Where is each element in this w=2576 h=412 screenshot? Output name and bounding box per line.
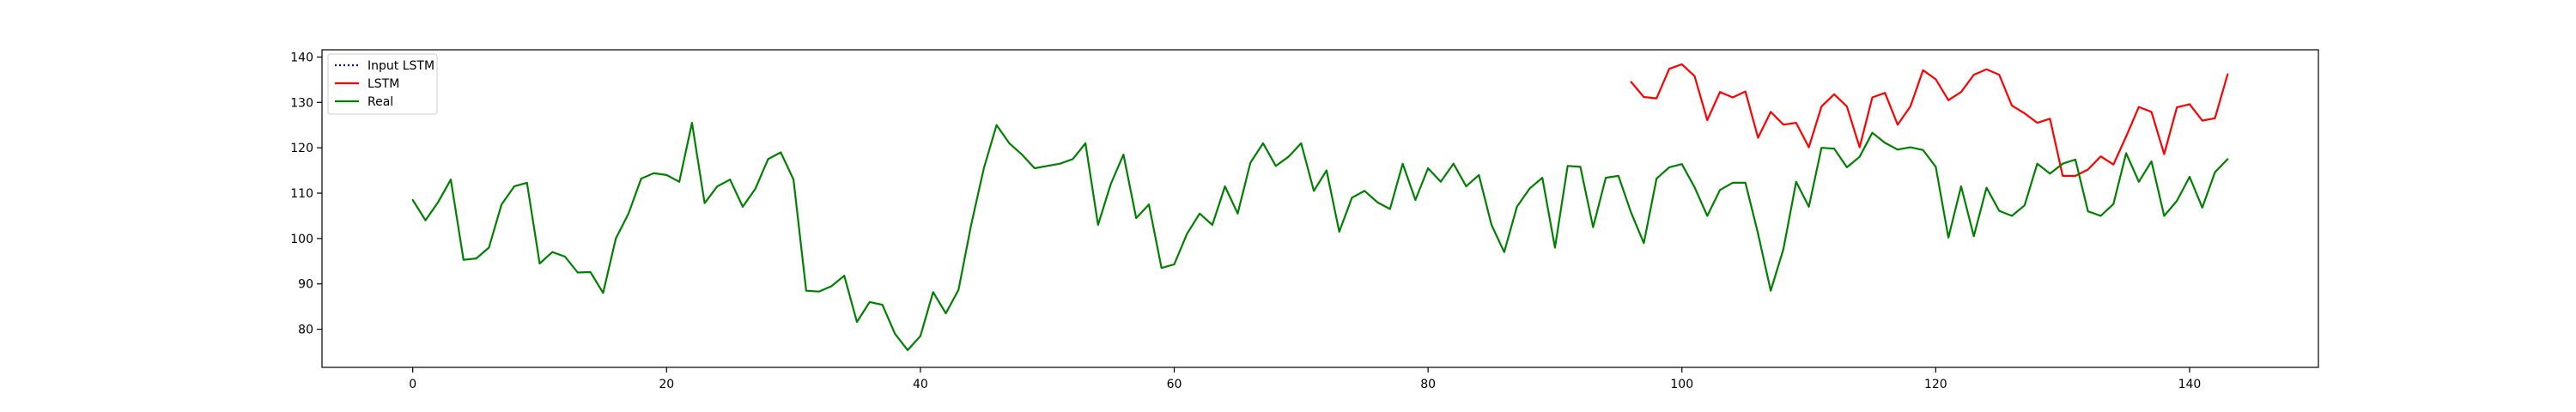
x-tick-label: 40: [913, 378, 928, 391]
x-tick-label: 60: [1167, 378, 1182, 391]
y-tick-label: 140: [290, 51, 313, 64]
y-tick-label: 80: [298, 324, 313, 337]
y-tick-label: 110: [290, 187, 313, 201]
series-line-2: [411, 122, 2229, 351]
series-layer: [411, 63, 2229, 351]
x-tick-label: 20: [659, 378, 674, 391]
legend-label: LSTM: [368, 77, 399, 91]
legend-frame: [327, 53, 438, 115]
x-tick-label: 140: [2178, 378, 2202, 391]
y-tick-label: 100: [290, 233, 313, 246]
y-tick-label: 130: [290, 96, 313, 110]
x-tick-label: 120: [1924, 378, 1947, 391]
x-tick-label: 100: [1670, 378, 1693, 391]
legend: Input LSTM LSTM Real: [327, 53, 438, 115]
plot-area-frame: [321, 49, 2319, 368]
y-tick-label: 90: [298, 278, 313, 292]
legend-label: Input LSTM: [368, 59, 434, 73]
x-tick-label: 80: [1420, 378, 1436, 391]
x-tick-label: 0: [409, 378, 416, 391]
legend-label: Real: [368, 95, 393, 109]
y-axis: 80 90 100 110 120 130 140: [290, 51, 322, 337]
series-line-1: [1630, 63, 2229, 177]
x-axis: 0 20 40 60 80 100 120 140: [409, 367, 2201, 391]
y-tick-label: 120: [290, 142, 313, 155]
